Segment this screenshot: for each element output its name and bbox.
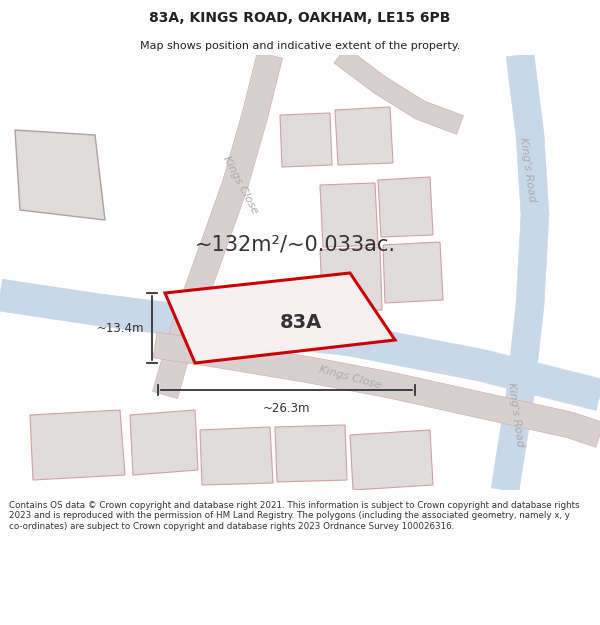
- Polygon shape: [280, 113, 332, 167]
- Text: Map shows position and indicative extent of the property.: Map shows position and indicative extent…: [140, 41, 460, 51]
- Polygon shape: [350, 430, 433, 490]
- Polygon shape: [130, 410, 198, 475]
- Polygon shape: [152, 52, 283, 399]
- Polygon shape: [320, 247, 382, 313]
- Polygon shape: [491, 53, 549, 492]
- Text: Kings Close: Kings Close: [318, 364, 382, 390]
- Polygon shape: [334, 47, 464, 134]
- Text: King's Road: King's Road: [506, 382, 524, 448]
- Polygon shape: [15, 130, 105, 220]
- Text: King's Road: King's Road: [518, 137, 536, 203]
- Text: ~13.4m: ~13.4m: [97, 321, 144, 334]
- Polygon shape: [153, 332, 600, 447]
- Polygon shape: [335, 107, 393, 165]
- Text: ~132m²/~0.033ac.: ~132m²/~0.033ac.: [194, 235, 395, 255]
- Polygon shape: [320, 183, 378, 247]
- Polygon shape: [0, 279, 600, 411]
- Polygon shape: [383, 242, 443, 303]
- Polygon shape: [275, 425, 347, 482]
- Polygon shape: [165, 273, 395, 363]
- Text: ~26.3m: ~26.3m: [263, 402, 310, 415]
- Text: 83A: 83A: [280, 312, 322, 332]
- Text: Contains OS data © Crown copyright and database right 2021. This information is : Contains OS data © Crown copyright and d…: [9, 501, 580, 531]
- Polygon shape: [30, 410, 125, 480]
- Polygon shape: [378, 177, 433, 237]
- Text: Kings Close: Kings Close: [221, 154, 259, 216]
- Polygon shape: [200, 427, 273, 485]
- Text: 83A, KINGS ROAD, OAKHAM, LE15 6PB: 83A, KINGS ROAD, OAKHAM, LE15 6PB: [149, 11, 451, 25]
